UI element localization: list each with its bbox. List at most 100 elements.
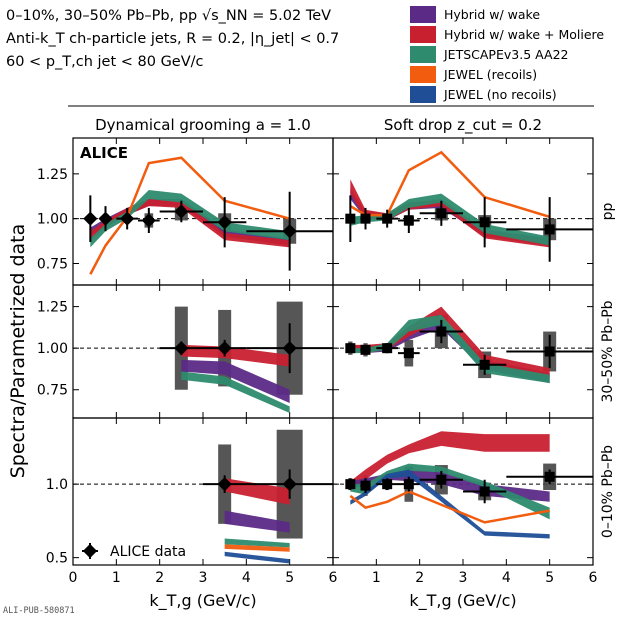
row-label-pb010: 0–10% Pb–Pb — [600, 445, 616, 538]
data-point-square — [544, 346, 555, 357]
data-point-square — [382, 479, 393, 490]
column-title-dynamical-grooming: Dynamical grooming a = 1.0 — [95, 116, 311, 134]
row-label-pb3050: 30–50% Pb–Pb — [600, 300, 616, 402]
band-hybrid_moliere — [90, 198, 290, 248]
y-tick-label: 0.75 — [37, 383, 68, 399]
data-point-square — [403, 479, 414, 490]
x-tick-label: 2 — [155, 570, 164, 586]
y-tick-label: 1.00 — [37, 212, 68, 228]
y-tick-label: 0.75 — [37, 256, 68, 272]
data-point-square — [382, 213, 393, 224]
panel-pp-sd — [345, 150, 593, 262]
data-legend: ALICE data — [82, 543, 186, 560]
panel-border — [332, 417, 594, 566]
data-point-diamond — [282, 224, 297, 239]
y-tick-label: 1.25 — [37, 167, 68, 183]
data-point-square — [360, 213, 371, 224]
data-point-diamond — [217, 215, 232, 230]
y-axis-title: Spectra/Parametrized data — [7, 224, 29, 479]
band-jetscape — [181, 371, 290, 414]
header-line-1: 0–10%, 30–50% Pb–Pb, pp √s_NN = 5.02 TeV — [6, 8, 331, 24]
data-point-square — [436, 474, 447, 485]
data-point-diamond — [282, 341, 297, 356]
data-point-diamond — [282, 477, 297, 492]
band-hybrid_moliere — [350, 431, 550, 489]
x-tick-label: 3 — [199, 570, 208, 586]
y-tick-label: 1.0 — [46, 477, 68, 493]
publication-id: ALI-PUB-580871 — [3, 606, 75, 616]
band-jetscape — [350, 314, 550, 384]
data-point-diamond — [217, 341, 232, 356]
legend-swatch-jetscape — [410, 46, 436, 63]
header-line-2: Anti-k_T ch-particle jets, R = 0.2, |η_j… — [6, 31, 339, 47]
data-point-square — [436, 326, 447, 337]
band-hybrid_moliere — [350, 306, 550, 379]
data-point-square — [544, 224, 555, 235]
legend-swatch-jewel_recoils — [410, 66, 436, 83]
experiment-label: ALICE — [80, 144, 128, 162]
legend-label-jewel_norecoils: JEWEL (no recoils) — [443, 87, 557, 102]
data-point-square — [345, 343, 356, 354]
band-jetscape — [350, 463, 550, 520]
data-point-diamond — [141, 213, 156, 228]
data-legend-label: ALICE data — [110, 544, 186, 560]
column-title-soft-drop: Soft drop z_cut = 0.2 — [384, 116, 542, 135]
x-tick-label: 1 — [372, 570, 381, 586]
y-tick-label: 1.25 — [37, 300, 68, 316]
band-hybrid_wake — [90, 198, 290, 246]
legend-label-jetscape: JETSCAPEv3.5 AA22 — [443, 47, 568, 62]
band-hybrid_moliere — [181, 344, 290, 367]
data-point-square — [436, 208, 447, 219]
panel-pp-dyg — [83, 156, 333, 275]
panel-pb3050-sd — [345, 306, 593, 384]
panel-pb010-dyg — [203, 429, 333, 564]
panel-pb3050-dyg — [159, 301, 333, 414]
legend-label-hybrid_moliere: Hybrid w/ wake + Moliere — [444, 27, 604, 42]
x-tick-label: 6 — [329, 570, 338, 586]
data-point-square — [479, 486, 490, 497]
data-point-square — [345, 213, 356, 224]
data-point-square — [360, 480, 371, 491]
x-tick-label: 5 — [285, 570, 294, 586]
x-tick-label: 4 — [502, 570, 511, 586]
header-line-3: 60 < p_T,ch jet < 80 GeV/c — [6, 54, 204, 70]
panel-frame-pb010-sd: 1 2 3 4 5 6 0–10% Pb–Pb — [332, 418, 616, 586]
x-tick-label: 2 — [415, 570, 424, 586]
y-tick-label: 1.00 — [37, 341, 68, 357]
legend-label-hybrid_wake: Hybrid w/ wake — [444, 7, 540, 22]
row-label-pp: pp — [600, 203, 616, 221]
x-axis-title-left: k_T,g (GeV/c) — [149, 591, 256, 611]
x-tick-label: 4 — [242, 570, 251, 586]
data-point-diamond — [174, 341, 189, 356]
band-jewel_recoils — [224, 544, 290, 552]
legend-swatch-hybrid_moliere — [410, 26, 436, 43]
data-point-square — [360, 344, 371, 355]
band-jewel_norecoils — [224, 551, 290, 564]
legend-swatch-jewel_norecoils — [410, 86, 436, 103]
band-jetscape — [350, 193, 550, 246]
data-point-square — [345, 479, 356, 490]
x-tick-label: 6 — [589, 570, 598, 586]
x-tick-label: 3 — [459, 570, 468, 586]
legend-label-jewel_recoils: JEWEL (recoils) — [443, 67, 537, 82]
band-hybrid_wake — [181, 359, 290, 404]
data-legend-marker — [82, 543, 98, 559]
data-point-diamond — [217, 477, 232, 492]
data-point-square — [403, 348, 414, 359]
band-jetscape — [90, 189, 290, 248]
data-point-square — [382, 343, 393, 354]
legend: Hybrid w/ wake Hybrid w/ wake + Moliere JE… — [410, 6, 604, 103]
panel-pb010-sd — [345, 431, 593, 539]
data-point-square — [403, 215, 414, 226]
x-tick-label: 1 — [112, 570, 121, 586]
data-point-diamond — [174, 204, 189, 219]
data-point-square — [479, 359, 490, 370]
band-jetscape — [224, 538, 290, 548]
band-hybrid_wake — [224, 510, 290, 533]
data-point-square — [479, 217, 490, 228]
x-axis-title-right: k_T,g (GeV/c) — [409, 591, 516, 611]
y-tick-label: 0.5 — [46, 551, 68, 567]
x-tick-label: 0 — [69, 570, 78, 586]
